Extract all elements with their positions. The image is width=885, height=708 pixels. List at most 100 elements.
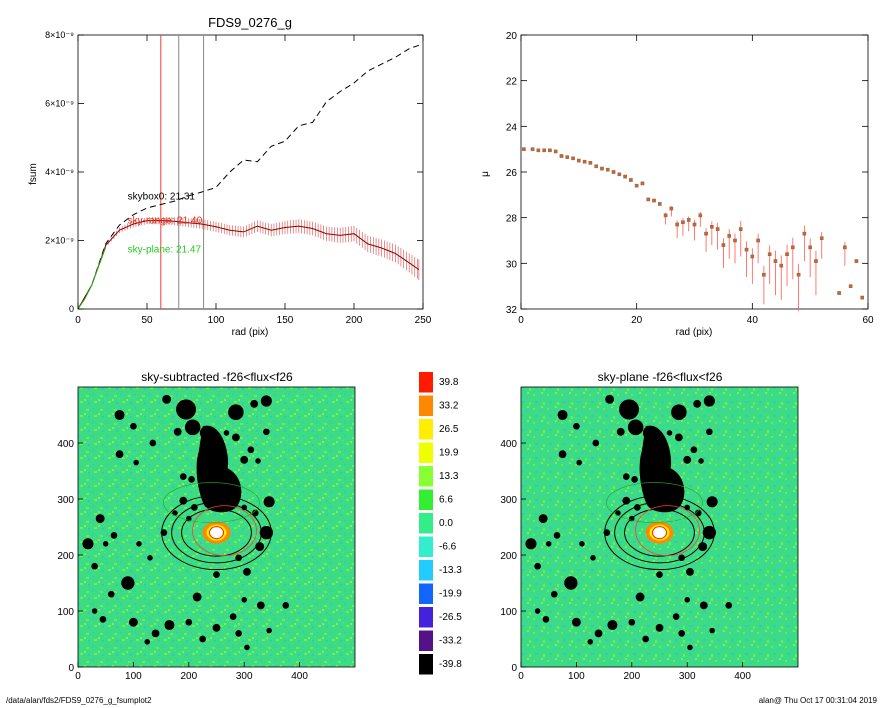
masked-source	[260, 395, 272, 407]
x-tick-label: 200	[623, 671, 640, 682]
masked-source	[102, 541, 109, 547]
masked-source	[212, 500, 221, 510]
masked-source	[703, 395, 715, 407]
x-tick-label: 150	[277, 315, 294, 326]
masked-source	[192, 592, 202, 602]
mu-plot-ylabel: μ	[480, 171, 491, 177]
sky-annulus	[624, 508, 695, 557]
mu-point	[652, 198, 656, 203]
mu-point	[848, 284, 853, 288]
mu-point	[600, 166, 604, 171]
masked-source	[592, 439, 600, 447]
masked-source	[172, 510, 178, 516]
masked-source	[542, 616, 550, 623]
mu-point	[681, 220, 685, 225]
footer-timestamp: alan@ Thu Oct 17 00:31:04 2019	[758, 696, 877, 705]
sky-plane-image: sky-plane -f26<flux<f26 0 100 200 300 400 0 10…	[500, 370, 799, 682]
colorbar-label: -6.6	[439, 542, 457, 553]
masked-source	[149, 439, 157, 447]
colorbar-swatch	[419, 536, 433, 557]
mu-point	[854, 259, 859, 263]
masked-source	[208, 446, 219, 457]
mu-point	[559, 154, 564, 158]
masked-source	[590, 555, 596, 561]
x-tick-label: 200	[180, 671, 197, 682]
x-tick-label: 0	[75, 671, 81, 682]
masked-source	[241, 597, 247, 603]
masked-source	[110, 532, 118, 539]
x-tick-label: 100	[208, 315, 225, 326]
masked-source	[128, 617, 138, 627]
masked-source	[709, 627, 715, 634]
masked-source	[176, 399, 197, 420]
mu-point	[756, 238, 760, 243]
masked-source	[241, 504, 247, 511]
masked-source	[687, 644, 693, 651]
fsum-plot: FDS9_0276_g 0 50 100 150 200 250 0 2×10⁻⁹ 4×10⁻⁹…	[28, 15, 432, 338]
mu-point	[721, 243, 726, 247]
y-tick-label: 200	[500, 551, 517, 562]
x-tick-label: 0	[518, 315, 524, 326]
fsum-plot-ylabel: fsum	[28, 163, 39, 185]
x-tick-label: 250	[415, 315, 432, 326]
masked-source	[229, 613, 237, 620]
masked-source	[706, 496, 718, 508]
masked-source	[702, 525, 717, 540]
masked-source	[199, 426, 214, 440]
sky-annulus	[181, 508, 252, 557]
mu-point	[640, 181, 645, 186]
masked-source	[184, 419, 201, 436]
masked-source	[266, 627, 272, 634]
series-line-0	[77, 44, 420, 310]
colorbar-label: 13.3	[439, 471, 459, 482]
masked-source	[162, 394, 172, 404]
masked-source	[256, 601, 265, 610]
masked-source	[550, 590, 558, 598]
masked-source	[115, 450, 124, 459]
masked-source	[553, 532, 561, 539]
mu-point	[727, 234, 731, 238]
y-tick-label: 200	[57, 551, 74, 562]
mu-point	[773, 259, 778, 263]
masked-source	[690, 446, 698, 454]
masked-source	[534, 608, 541, 614]
masked-source	[635, 592, 645, 602]
masked-source	[698, 458, 704, 464]
colorbar-label: 33.2	[439, 401, 459, 412]
masked-source	[725, 602, 733, 609]
bright-core	[652, 526, 667, 540]
series-line-1	[77, 220, 420, 310]
x-tick-label: 200	[346, 315, 363, 326]
series-line-2	[77, 247, 107, 310]
mu-point	[715, 227, 720, 231]
masked-source	[91, 562, 98, 570]
colorbar-swatch	[419, 630, 433, 651]
masked-source	[114, 409, 125, 421]
mu-point	[808, 245, 812, 250]
masked-source	[619, 399, 640, 420]
masked-source	[564, 576, 578, 590]
mu-plot-xlabel: rad (pix)	[676, 327, 713, 338]
masked-source	[615, 510, 621, 516]
masked-source	[144, 639, 151, 645]
mu-point	[582, 159, 587, 164]
masked-source	[247, 446, 255, 454]
fsum-plot-axes: 0 50 100 150 200 250 0 2×10⁻⁹ 4×10⁻⁹ 6×10⁻⁹ 8×10⁻⁹	[45, 30, 432, 326]
masked-source	[573, 422, 580, 430]
mu-point	[536, 148, 541, 153]
x-tick-label: 0	[518, 671, 524, 682]
y-tick-label: 30	[506, 259, 518, 270]
masked-source	[627, 419, 644, 436]
sky-subtracted-frame	[77, 386, 356, 668]
masked-source	[99, 616, 107, 623]
mu-point	[750, 254, 755, 259]
colorbar-swatch	[419, 419, 433, 440]
y-tick-label: 0	[68, 663, 74, 674]
x-tick-label: 40	[747, 315, 759, 326]
masked-source	[686, 567, 694, 576]
masked-source	[255, 458, 261, 464]
colorbar-swatch	[419, 372, 433, 393]
sky-subtracted-map	[78, 387, 355, 667]
masked-source	[655, 500, 664, 510]
